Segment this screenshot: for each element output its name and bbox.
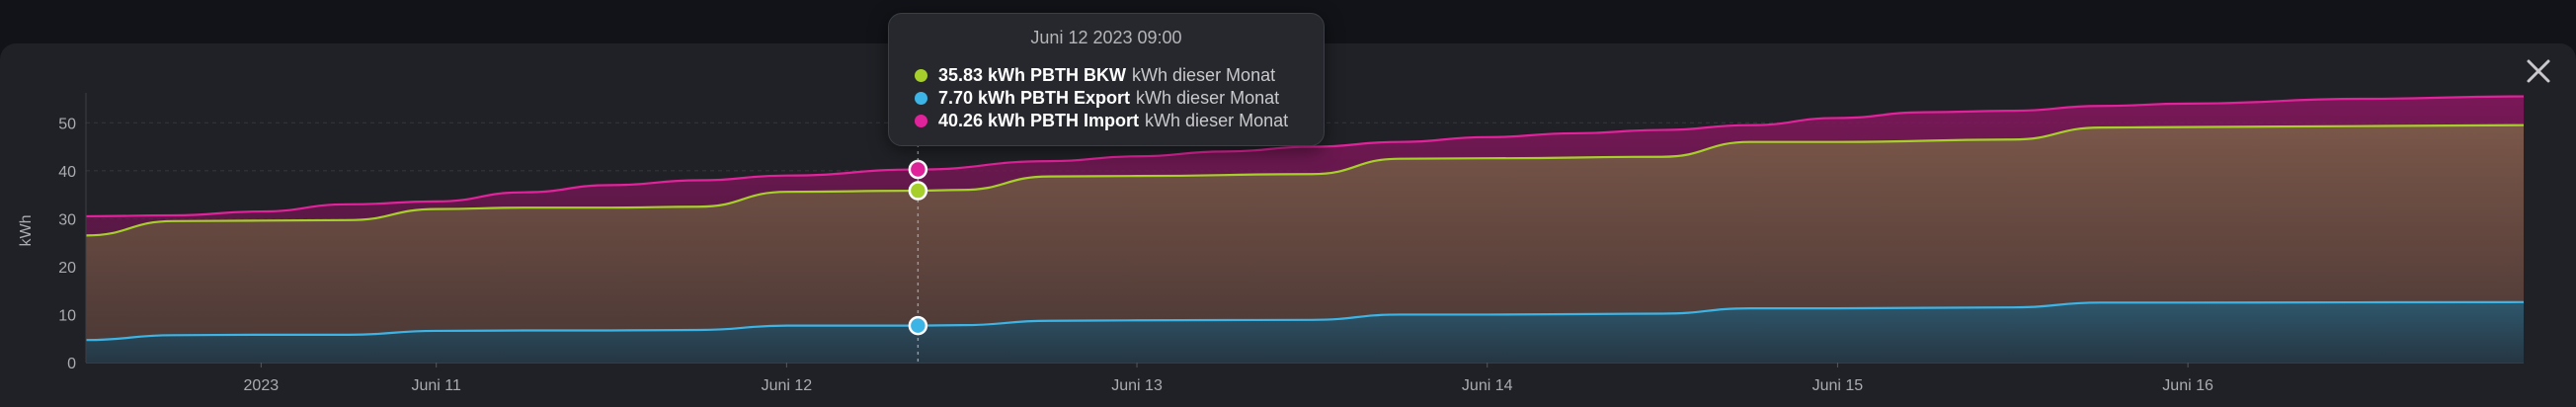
close-icon [2527,59,2550,83]
x-tick-label: Juni 12 [762,377,813,394]
tooltip-value: 40.26 kWh PBTH Import [938,111,1140,130]
legend-dot [915,92,927,105]
y-axis-label: kWh [18,215,35,247]
series-line [85,123,2525,237]
y-tick-label: 50 [58,116,76,132]
y-tick-label: 30 [58,211,76,228]
x-tick-label: Juni 16 [2162,377,2214,394]
hover-point [908,315,928,336]
series-lines [85,95,2525,342]
tooltip-row-bkw: 35.83 kWh PBTH BKW kWh dieser Monat [915,64,1324,87]
legend-dot [915,115,927,127]
x-tick-label: Juni 13 [1111,377,1163,394]
hover-point [908,159,928,180]
hover-point [908,181,928,201]
x-tick-label: Juni 11 [411,377,461,394]
hover-markers [908,89,928,363]
x-tick-label: Juni 14 [1462,377,1513,394]
tooltip-unit: kWh dieser Monat [1136,88,1280,108]
series-areas [86,96,2524,363]
tooltip-unit: kWh dieser Monat [1132,65,1276,85]
y-tick-label: 10 [58,307,76,324]
series-area [86,124,2524,363]
y-tick-label: 0 [67,356,76,372]
tooltip-row-import: 40.26 kWh PBTH Import kWh dieser Monat [915,110,1324,132]
tooltip-value: 35.83 kWh PBTH BKW [938,65,1127,85]
series-area [86,301,2524,363]
axes: 0 10 20 30 40 50 kWh 2023 Juni 11 Juni 12 Juni 13 J… [18,93,2214,394]
y-tick-label: 40 [58,164,76,181]
tooltip-title: Juni 12 2023 09:00 [1030,28,1182,47]
series-line [85,95,2525,218]
y-tick-label: 20 [58,260,76,277]
legend-dot [915,69,927,82]
close-button[interactable] [2521,53,2556,89]
chart-tooltip: Juni 12 2023 09:00 35.83 kWh PBTH BKW kW… [888,13,1325,146]
series-line [85,300,2525,342]
x-tick-label: 2023 [244,377,280,394]
tooltip-value: 7.70 kWh PBTH Export [938,88,1131,108]
x-tick-label: Juni 15 [1812,377,1864,394]
tooltip-unit: kWh dieser Monat [1145,111,1289,130]
tooltip-row-export: 7.70 kWh PBTH Export kWh dieser Monat [915,87,1324,110]
